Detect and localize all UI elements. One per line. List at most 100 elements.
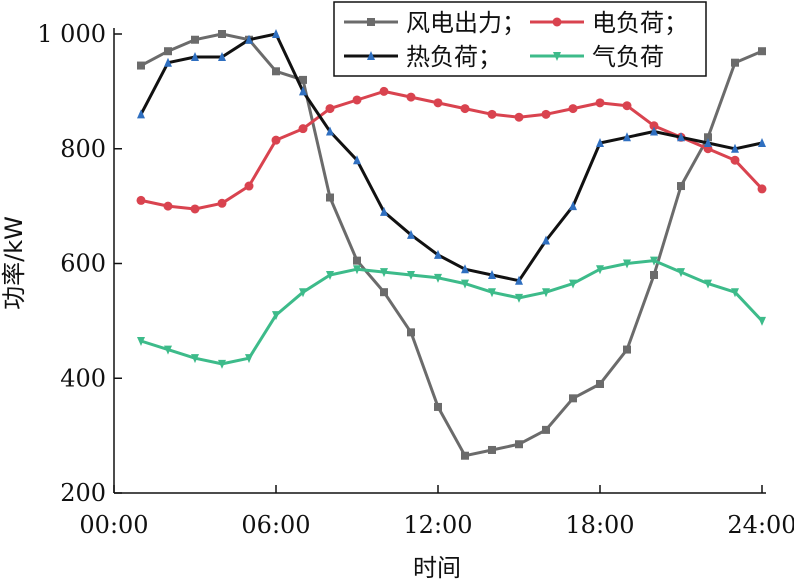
y-tick-label: 200 bbox=[60, 479, 106, 507]
data-point bbox=[542, 425, 550, 434]
data-point bbox=[352, 95, 362, 105]
data-point bbox=[272, 67, 280, 76]
data-point bbox=[434, 249, 442, 259]
data-point bbox=[649, 121, 659, 131]
data-point bbox=[380, 268, 388, 278]
data-point bbox=[299, 288, 307, 298]
series-3 bbox=[137, 256, 766, 369]
data-point bbox=[515, 293, 523, 303]
x-axis: 00:00 06:00 12:00 18:00 24:00 bbox=[79, 485, 794, 539]
legend: 风电出力； 电负荷； 热负荷； 气负荷 bbox=[333, 1, 707, 77]
data-point bbox=[406, 92, 416, 102]
data-point bbox=[757, 184, 767, 194]
data-point bbox=[730, 155, 740, 165]
data-point bbox=[515, 440, 523, 449]
y-tick-label: 600 bbox=[60, 250, 106, 278]
data-point bbox=[622, 101, 632, 111]
data-point bbox=[217, 198, 227, 208]
data-point bbox=[514, 112, 524, 122]
data-point bbox=[407, 270, 415, 280]
data-point bbox=[569, 201, 577, 211]
data-point bbox=[596, 379, 604, 388]
data-point bbox=[137, 61, 145, 70]
data-point bbox=[164, 345, 172, 355]
data-point bbox=[272, 29, 280, 38]
data-point bbox=[137, 336, 145, 346]
data-point bbox=[704, 138, 712, 148]
data-point bbox=[650, 126, 658, 136]
data-point bbox=[379, 86, 389, 96]
data-point bbox=[271, 135, 281, 145]
data-point bbox=[677, 132, 685, 142]
data-point bbox=[488, 269, 496, 279]
series-layer bbox=[136, 29, 767, 460]
data-point bbox=[650, 256, 658, 266]
data-point bbox=[595, 98, 605, 108]
plot-frame bbox=[113, 28, 766, 494]
data-point bbox=[299, 75, 307, 84]
y-axis: 200 400 600 800 1 000 bbox=[37, 20, 122, 507]
data-point bbox=[433, 98, 443, 108]
data-point bbox=[298, 124, 308, 134]
data-point bbox=[623, 345, 631, 354]
data-point bbox=[191, 354, 199, 364]
x-tick-label: 24:00 bbox=[727, 511, 794, 539]
data-point bbox=[596, 265, 604, 275]
data-point bbox=[407, 229, 415, 239]
data-point bbox=[244, 181, 254, 191]
legend-label: 风电出力； bbox=[406, 9, 526, 37]
data-point bbox=[731, 58, 739, 67]
data-point bbox=[569, 279, 577, 289]
data-point bbox=[677, 268, 685, 278]
x-tick-label: 00:00 bbox=[79, 511, 148, 539]
data-point bbox=[190, 204, 200, 214]
series-1 bbox=[136, 86, 767, 214]
data-point bbox=[731, 143, 739, 153]
data-point bbox=[515, 275, 523, 285]
data-point bbox=[137, 109, 145, 119]
legend-marker bbox=[367, 18, 375, 26]
data-point bbox=[461, 451, 469, 460]
x-tick-label: 12:00 bbox=[403, 511, 472, 539]
data-point bbox=[326, 270, 334, 280]
series-line bbox=[140, 89, 764, 211]
series-0 bbox=[137, 30, 766, 460]
data-point bbox=[136, 195, 146, 205]
legend-box bbox=[333, 1, 707, 77]
data-point bbox=[380, 288, 388, 297]
series-2 bbox=[137, 29, 766, 285]
series-line bbox=[140, 32, 763, 458]
data-point bbox=[326, 193, 334, 202]
data-point bbox=[461, 264, 469, 274]
data-point bbox=[758, 316, 766, 326]
data-point bbox=[353, 256, 361, 265]
data-point bbox=[542, 288, 550, 298]
y-tick-label: 1 000 bbox=[37, 20, 106, 48]
data-point bbox=[218, 30, 226, 38]
data-point bbox=[623, 259, 631, 269]
data-point bbox=[542, 235, 550, 245]
data-point bbox=[568, 104, 578, 114]
data-point bbox=[326, 126, 334, 136]
series-line bbox=[140, 259, 764, 366]
series-line bbox=[139, 32, 763, 283]
data-point bbox=[731, 288, 739, 298]
data-point bbox=[325, 104, 335, 114]
x-tick-label: 06:00 bbox=[241, 511, 310, 539]
data-point bbox=[487, 109, 497, 119]
data-point bbox=[191, 35, 199, 44]
data-point bbox=[163, 201, 173, 211]
data-point bbox=[623, 132, 631, 142]
x-axis-title: 时间 bbox=[413, 554, 461, 582]
data-point bbox=[677, 182, 685, 191]
data-point bbox=[704, 133, 712, 142]
data-point bbox=[488, 288, 496, 298]
data-point bbox=[461, 279, 469, 289]
y-tick-label: 400 bbox=[60, 364, 106, 392]
data-point bbox=[434, 273, 442, 283]
legend-label: 电负荷； bbox=[592, 9, 688, 37]
legend-marker bbox=[367, 51, 375, 60]
data-point bbox=[596, 138, 604, 148]
data-point bbox=[380, 206, 388, 216]
